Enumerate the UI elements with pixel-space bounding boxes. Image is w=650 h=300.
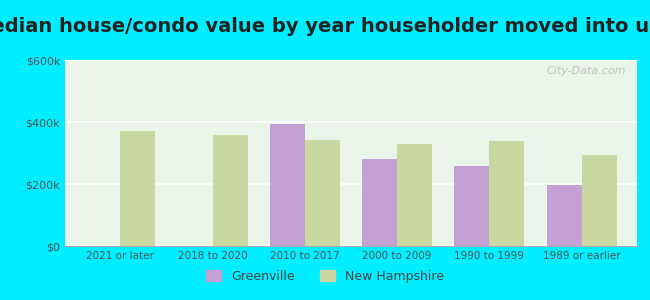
Bar <box>213 135 248 246</box>
Bar <box>454 166 489 246</box>
Bar <box>397 144 432 246</box>
Bar <box>270 124 305 246</box>
Bar <box>547 185 582 246</box>
Bar <box>120 131 155 246</box>
Bar <box>305 140 340 246</box>
Bar <box>362 159 397 246</box>
Text: City-Data.com: City-Data.com <box>546 66 625 76</box>
Text: Median house/condo value by year householder moved into unit: Median house/condo value by year househo… <box>0 17 650 37</box>
Legend: Greenville, New Hampshire: Greenville, New Hampshire <box>202 265 448 288</box>
Bar <box>582 155 617 246</box>
Bar <box>489 141 525 246</box>
